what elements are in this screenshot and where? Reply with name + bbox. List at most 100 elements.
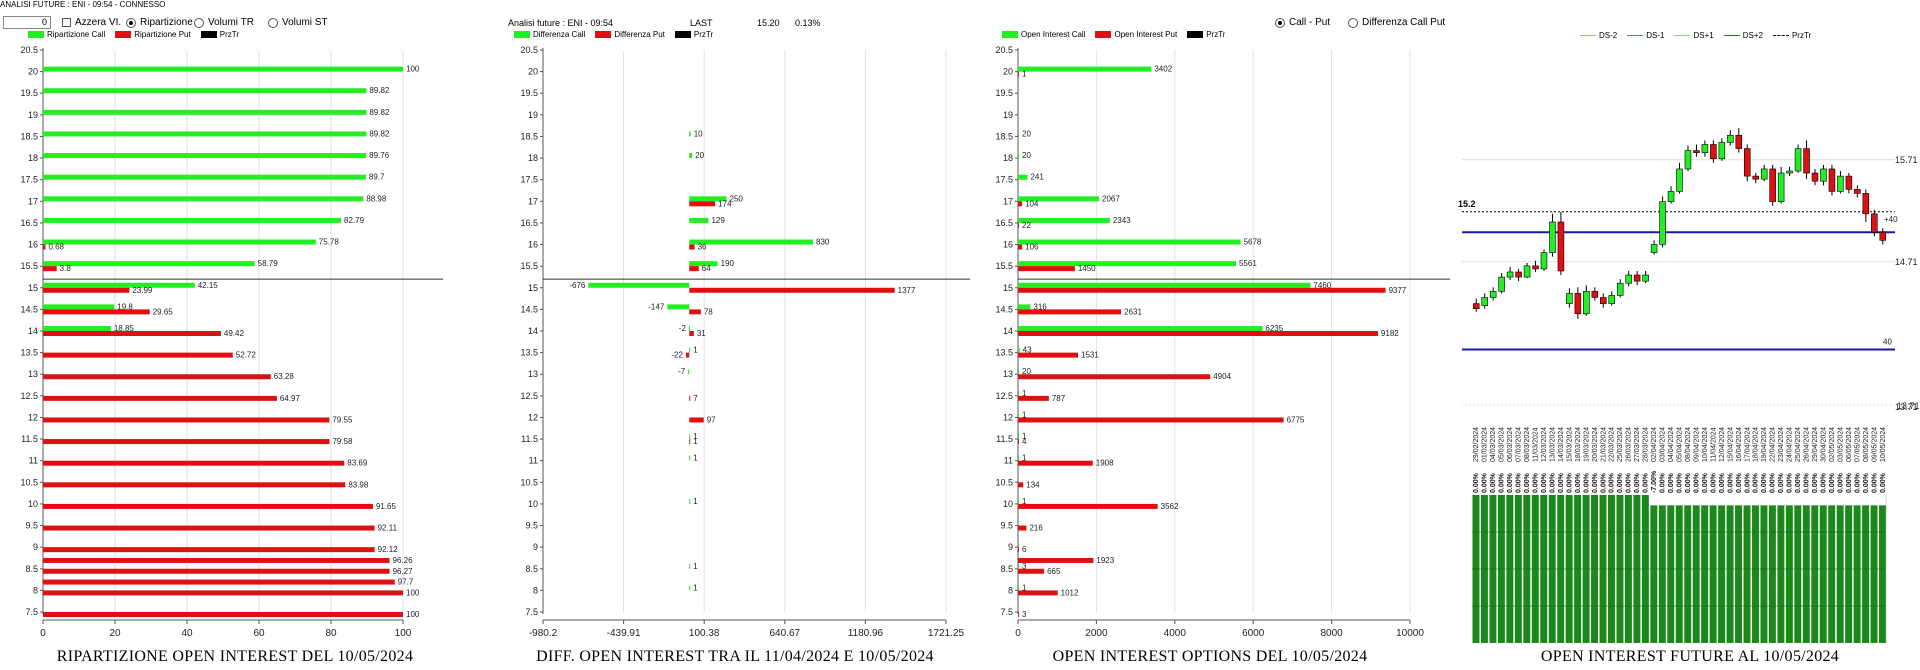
candle-down	[1862, 193, 1870, 215]
bar-value-label: 96.26	[393, 556, 414, 565]
legend-line	[1580, 35, 1596, 36]
oi-pct-label: 0.00%	[1549, 472, 1556, 493]
y-tick-label: 13.71	[1897, 401, 1920, 411]
date-label: 19/03/2024	[1583, 427, 1590, 462]
y-tick-label: 14.5	[995, 304, 1013, 314]
y-tick-label: 7.5	[1000, 607, 1013, 617]
radio-diff-call-put-dot[interactable]	[1348, 17, 1358, 28]
put-bar	[43, 568, 390, 574]
x-tick-label: 8000	[1320, 628, 1343, 639]
legend-label: Open Interest Put	[1114, 30, 1178, 39]
y-tick-label: 15.5	[520, 261, 538, 271]
put-bar	[43, 352, 233, 358]
x-tick-label: 100.38	[689, 628, 720, 639]
call-bar	[1018, 131, 1019, 137]
y-tick-label: 18.5	[995, 131, 1013, 141]
radio-volumi-tr-dot[interactable]	[194, 17, 204, 28]
put-bar	[1018, 201, 1023, 207]
reset-checkbox[interactable]	[62, 18, 71, 27]
y-tick-label: 7.5	[25, 607, 38, 617]
candle-up	[1566, 293, 1573, 304]
oi-bar	[1760, 505, 1768, 643]
candle-down	[1574, 293, 1582, 315]
bar-value-label: 20	[1022, 129, 1031, 138]
y-tick-label: 7.5	[525, 607, 538, 617]
legend-swatch	[28, 31, 44, 38]
candle-up	[1481, 297, 1488, 306]
y-tick-label: 19.5	[20, 88, 38, 98]
legend-swatch	[514, 31, 530, 38]
radio-diff-call-put-label: Differenza Call Put	[1362, 17, 1446, 28]
radio-volumi-st[interactable]: Volumi ST	[268, 17, 328, 28]
candle-down	[1879, 231, 1887, 241]
oi-pct-label: 0.00%	[1770, 472, 1777, 493]
oi-pct-label: 0.00%	[1871, 472, 1878, 493]
date-label: 16/04/2024	[1736, 427, 1743, 462]
radio-call-put-label: Call - Put	[1289, 17, 1331, 28]
bar-value-label: 665	[1047, 567, 1061, 576]
put-bar	[689, 417, 704, 423]
call-bar	[43, 196, 364, 202]
radio-diff-call-put[interactable]: Differenza Call Put	[1348, 17, 1445, 28]
y-tick-label: 19	[28, 110, 38, 120]
bar-value-label: 6775	[1287, 415, 1305, 424]
date-label: 15/04/2024	[1727, 427, 1734, 462]
put-bar	[43, 590, 403, 596]
candle-up	[1608, 295, 1616, 304]
bar-value-label: 1	[1022, 432, 1027, 441]
bar-value-label: 23.99	[132, 286, 153, 295]
y-tick-label: 15.71	[1895, 155, 1918, 165]
oi-bar	[1870, 505, 1878, 643]
y-tick-label: 15.5	[995, 261, 1013, 271]
bar-value-label: 52.72	[236, 351, 257, 360]
radio-call-put-dot[interactable]	[1275, 17, 1285, 28]
candle-down	[1769, 168, 1776, 202]
call-bar	[689, 455, 691, 461]
radio-volumi-st-dot[interactable]	[268, 17, 278, 28]
date-label: 22/04/2024	[1770, 427, 1777, 462]
candle-down	[1811, 172, 1819, 182]
oi-bar	[1802, 505, 1810, 643]
y-tick-label: 11	[529, 456, 538, 466]
bar-value-label: 19.8	[117, 302, 133, 311]
date-label: 08/04/2024	[1685, 427, 1692, 462]
bar-value-label: 88.98	[366, 194, 387, 203]
radio-call-put[interactable]: Call - Put	[1275, 17, 1330, 28]
y-tick-label: 9	[1008, 542, 1013, 552]
candle-up	[1506, 271, 1514, 278]
bar-value-label: 1923	[1096, 556, 1114, 565]
legend-swatch	[115, 31, 132, 38]
reset-checkbox-control[interactable]: Azzera VI.	[62, 17, 121, 28]
y-tick-label: 14	[528, 326, 538, 336]
y-tick-label: 20.5	[520, 45, 538, 55]
oi-pct-label: 0.00%	[1804, 472, 1811, 493]
put-bar	[43, 395, 277, 401]
y-tick-label: 12	[28, 412, 38, 422]
candle-up	[1549, 221, 1556, 253]
radio-ripartizione-dot[interactable]	[126, 17, 136, 28]
oi-bar	[1692, 505, 1700, 643]
candle-up	[1837, 175, 1844, 192]
candle-down	[1472, 303, 1480, 310]
radio-volumi-tr[interactable]: Volumi TR	[194, 17, 254, 28]
bar-value-label: 20	[1022, 367, 1031, 376]
bar-value-label: 1450	[1078, 264, 1096, 273]
put-bar	[43, 579, 395, 585]
oi-bar	[1735, 505, 1743, 643]
radio-ripartizione[interactable]: Ripartizione	[126, 17, 193, 28]
y-tick-label: 18	[528, 153, 538, 163]
oi-pct-label: 0.00%	[1837, 472, 1844, 493]
y-tick-label: 10	[28, 499, 38, 509]
put-bar	[685, 352, 690, 358]
call-bar	[689, 585, 691, 591]
app-title: ANALISI FUTURE : ENI - 09:54 - CONNESSO	[0, 0, 166, 9]
y-tick-label: 16	[528, 240, 538, 250]
put-bar	[689, 395, 691, 401]
number-input[interactable]: 0	[3, 16, 51, 29]
oi-pct-label: 0.00%	[1516, 472, 1523, 493]
bar-value-label: 49.42	[224, 329, 245, 338]
x-tick-label: 6000	[1242, 628, 1265, 639]
bar-value-label: 241	[1030, 173, 1044, 182]
candle-up	[1684, 150, 1692, 170]
bar-value-label: 2343	[1113, 216, 1131, 225]
